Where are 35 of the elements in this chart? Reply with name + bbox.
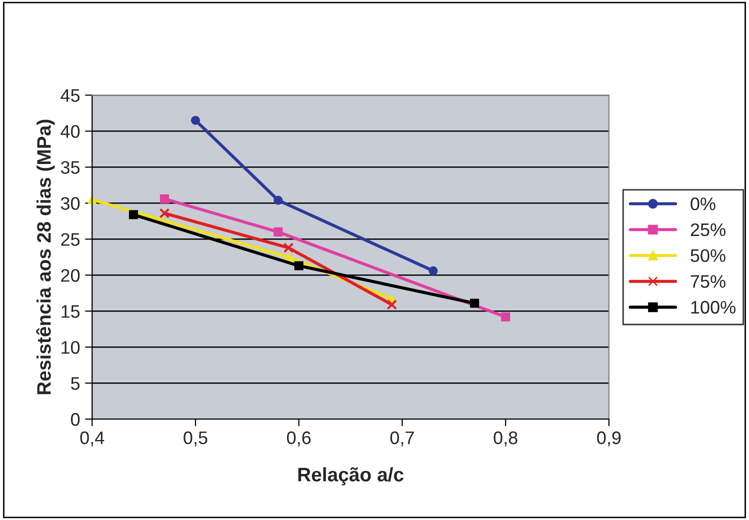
x-tick-label: 0,5 xyxy=(184,431,208,446)
point xyxy=(274,196,283,205)
y-tick-label: 5 xyxy=(71,377,80,390)
point xyxy=(501,312,510,322)
point xyxy=(386,299,398,310)
y-tick-label: 15 xyxy=(62,305,80,318)
x-tick-label: 0,6 xyxy=(287,431,311,446)
legend-label: 50% xyxy=(690,249,726,262)
y-tick-label: 40 xyxy=(60,125,80,138)
point xyxy=(470,298,480,308)
y-tick-label: 25 xyxy=(61,233,80,246)
point xyxy=(294,261,304,270)
point xyxy=(283,242,294,253)
x-axis-title: Relação a/c xyxy=(298,467,404,486)
point xyxy=(274,227,283,236)
y-tick-label: 35 xyxy=(60,161,80,174)
x-tick-label: 0,9 xyxy=(597,431,621,446)
point xyxy=(428,266,438,276)
y-tick-label: 30 xyxy=(60,197,80,210)
point xyxy=(159,208,170,218)
y-axis-title: Resistência aos 28 dias (MPa) xyxy=(36,120,55,394)
legend-label: 75% xyxy=(690,275,726,288)
x-tick-label: 0,8 xyxy=(494,431,518,446)
y-tick-label: 0 xyxy=(70,413,80,426)
x-tick-label: 0,7 xyxy=(390,431,414,446)
x-tick-label: 0,4 xyxy=(80,431,104,446)
point xyxy=(128,210,138,220)
point xyxy=(160,194,169,204)
legend-label: 100% xyxy=(691,300,736,314)
y-tick-label: 45 xyxy=(60,89,80,102)
y-tick-label: 10 xyxy=(62,341,80,354)
legend-label: 0% xyxy=(690,197,716,210)
legend-label: 25% xyxy=(690,223,726,236)
point xyxy=(190,116,200,125)
y-tick-label: 20 xyxy=(61,269,80,282)
